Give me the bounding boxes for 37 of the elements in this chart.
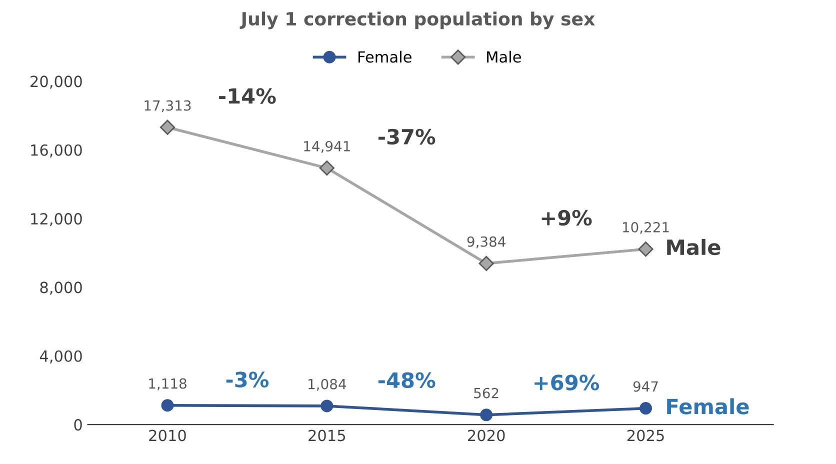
y-tick-label: 20,000 <box>30 76 82 89</box>
data-label: 947 <box>633 381 658 392</box>
point <box>161 399 174 412</box>
data-label: 9,384 <box>467 236 506 248</box>
x-tick-label: 2010 <box>149 430 186 442</box>
data-label: 1,084 <box>308 378 346 391</box>
point <box>320 400 334 412</box>
point <box>478 256 494 272</box>
data-label: 10,221 <box>622 222 669 234</box>
point <box>160 120 176 135</box>
annotation: -37% <box>378 128 436 145</box>
annotation: Female <box>667 398 749 414</box>
point <box>480 408 493 422</box>
chart-title: July 1 correction population by sex <box>240 12 595 30</box>
annotation: -14% <box>219 88 276 104</box>
y-tick-label: 4,000 <box>40 350 82 364</box>
annotation: -48% <box>378 372 436 388</box>
y-tick-label: 12,000 <box>31 213 82 226</box>
legend-label: Male <box>487 50 521 63</box>
data-label: 14,941 <box>304 140 350 153</box>
x-tick-label: 2020 <box>468 430 505 442</box>
y-tick-label: 16,000 <box>31 144 82 158</box>
annotation: +69% <box>534 374 600 390</box>
data-label: 1,118 <box>149 378 186 390</box>
x-tick-label: 2025 <box>627 430 664 442</box>
point <box>319 160 334 176</box>
point <box>640 402 652 415</box>
annotation: Male <box>667 239 720 256</box>
legend-label: Female <box>358 50 412 63</box>
data-label: 17,313 <box>144 100 191 112</box>
x-tick-label: 2015 <box>308 430 346 442</box>
point <box>638 242 654 257</box>
data-label: 562 <box>474 388 498 398</box>
y-tick-label: 0 <box>74 419 82 431</box>
y-tick-label: 8,000 <box>40 282 82 295</box>
annotation: +9% <box>542 210 592 226</box>
annotation: -3% <box>226 372 269 388</box>
